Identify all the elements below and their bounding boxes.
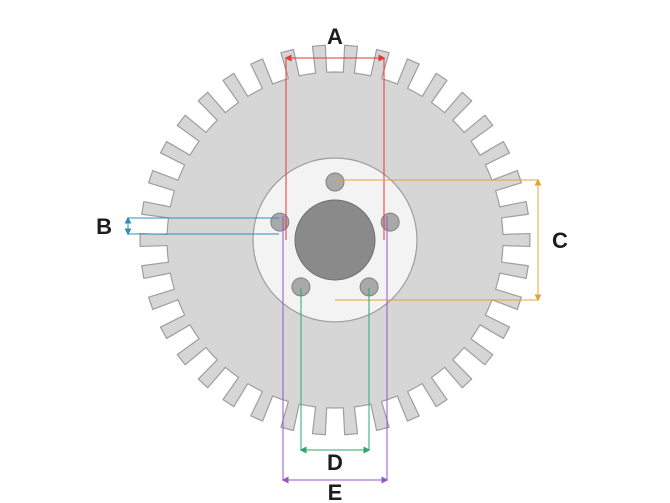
dimension-label-d: D [327, 450, 343, 475]
dimension-label-e: E [328, 480, 343, 503]
dimension-label-a: A [327, 24, 343, 49]
gear-bore [295, 200, 375, 280]
bolt-hole-0 [326, 173, 344, 191]
dimension-label-c: C [552, 228, 568, 253]
dimension-label-b: B [96, 214, 112, 239]
